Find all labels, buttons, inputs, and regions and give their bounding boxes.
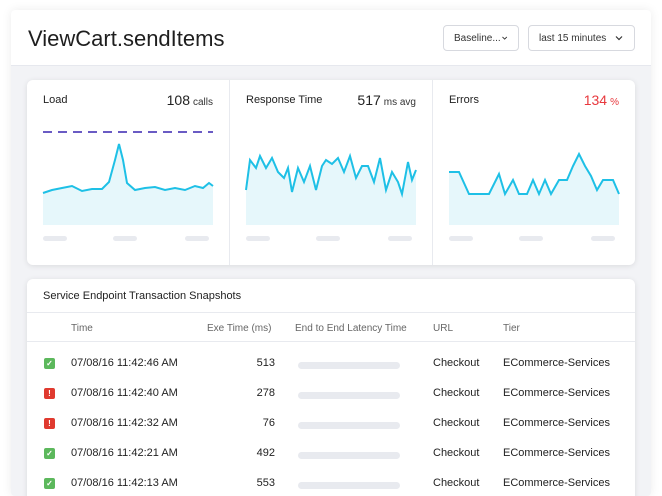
metric-label: Load	[43, 94, 68, 106]
column-header-time[interactable]: Time	[71, 323, 93, 334]
app-window: ViewCart.sendItems Baseline... last 15 m…	[11, 10, 651, 496]
metric-value: 108 calls	[167, 92, 213, 108]
row-tier: ECommerce-Services	[503, 387, 610, 399]
latency-bar	[298, 392, 400, 399]
row-tier: ECommerce-Services	[503, 417, 610, 429]
error-icon: !	[44, 388, 55, 399]
axis-placeholder	[43, 236, 67, 241]
axis-placeholder	[519, 236, 543, 241]
row-time: 07/08/16 11:42:21 AM	[71, 447, 178, 459]
metric-unit: calls	[192, 97, 213, 108]
row-time: 07/08/16 11:42:13 AM	[71, 477, 178, 489]
row-url[interactable]: Checkout	[433, 387, 480, 399]
series-line	[245, 152, 417, 198]
response-time-sparkline	[245, 152, 417, 241]
metric-number: 517	[357, 92, 381, 108]
success-icon: ✓	[44, 478, 55, 489]
axis-placeholder	[388, 236, 412, 241]
row-url[interactable]: Checkout	[433, 447, 480, 459]
metric-unit: %	[610, 97, 619, 108]
success-icon: ✓	[44, 448, 55, 459]
latency-bar	[298, 422, 400, 429]
series-line	[42, 143, 214, 194]
baseline-dropdown-label: Baseline...	[454, 32, 501, 44]
metric-errors[interactable]: Errors 134%	[433, 80, 635, 265]
metrics-panel: Load 108 calls Response Time 517 ms avg	[27, 80, 635, 265]
metric-label: Errors	[449, 94, 479, 106]
row-time: 07/08/16 11:42:46 AM	[71, 357, 178, 369]
series-line	[449, 151, 620, 197]
metric-unit: ms avg	[383, 97, 416, 108]
axis-placeholder	[113, 236, 137, 241]
row-time: 07/08/16 11:42:40 AM	[71, 387, 178, 399]
row-exe-time: 513	[256, 357, 275, 369]
row-url[interactable]: Checkout	[433, 417, 480, 429]
chevron-down-icon	[501, 36, 507, 40]
chevron-down-icon	[615, 36, 623, 41]
row-time: 07/08/16 11:42:32 AM	[71, 417, 178, 429]
table-row[interactable]: ✓ 07/08/16 11:42:13 AM 553 Checkout ECom…	[27, 469, 635, 496]
metric-number: 108	[166, 92, 190, 108]
row-exe-time: 76	[262, 417, 275, 429]
success-icon: ✓	[44, 358, 55, 369]
metric-response-time[interactable]: Response Time 517 ms avg	[230, 80, 433, 265]
metric-value: 134%	[584, 92, 619, 108]
row-url[interactable]: Checkout	[433, 477, 480, 489]
row-exe-time: 278	[256, 387, 275, 399]
area-fill	[449, 154, 619, 225]
table-header: Time Exe Time (ms) End to End Latency Ti…	[27, 312, 635, 342]
table-row[interactable]: ! 07/08/16 11:42:32 AM 76 Checkout EComm…	[27, 409, 635, 439]
page-title: ViewCart.sendItems	[28, 26, 225, 51]
header: ViewCart.sendItems Baseline... last 15 m…	[11, 10, 651, 66]
column-header-exe-time[interactable]: Exe Time (ms)	[207, 323, 272, 334]
snapshots-panel: Service Endpoint Transaction Snapshots T…	[27, 279, 635, 496]
axis-placeholder	[246, 236, 270, 241]
axis-placeholder	[591, 236, 615, 241]
row-tier: ECommerce-Services	[503, 357, 610, 369]
time-range-label: last 15 minutes	[539, 32, 607, 44]
baseline-dropdown[interactable]: Baseline...	[443, 25, 519, 51]
axis-placeholder	[316, 236, 340, 241]
column-header-tier[interactable]: Tier	[503, 323, 520, 334]
snapshots-title: Service Endpoint Transaction Snapshots	[43, 290, 242, 302]
metric-load[interactable]: Load 108 calls	[27, 80, 230, 265]
time-range-dropdown[interactable]: last 15 minutes	[528, 25, 635, 51]
latency-bar	[298, 482, 400, 489]
axis-placeholder	[449, 236, 473, 241]
row-exe-time: 492	[256, 447, 275, 459]
column-header-url[interactable]: URL	[433, 323, 454, 334]
row-exe-time: 553	[256, 477, 275, 489]
metric-value: 517 ms avg	[357, 92, 416, 108]
errors-sparkline	[449, 151, 620, 241]
table-row[interactable]: ✓ 07/08/16 11:42:21 AM 492 Checkout ECom…	[27, 439, 635, 469]
latency-bar	[298, 452, 400, 459]
table-row[interactable]: ✓ 07/08/16 11:42:46 AM 513 Checkout ECom…	[27, 349, 635, 379]
axis-placeholder	[185, 236, 209, 241]
latency-bar	[298, 362, 400, 369]
area-fill	[246, 156, 416, 225]
load-sparkline	[42, 131, 214, 241]
error-icon: !	[44, 418, 55, 429]
metric-label: Response Time	[246, 94, 323, 106]
column-header-latency[interactable]: End to End Latency Time	[295, 323, 407, 334]
table-row[interactable]: ! 07/08/16 11:42:40 AM 278 Checkout ECom…	[27, 379, 635, 409]
row-tier: ECommerce-Services	[503, 447, 610, 459]
row-url[interactable]: Checkout	[433, 357, 480, 369]
row-tier: ECommerce-Services	[503, 477, 610, 489]
metric-number: 134	[583, 92, 608, 108]
